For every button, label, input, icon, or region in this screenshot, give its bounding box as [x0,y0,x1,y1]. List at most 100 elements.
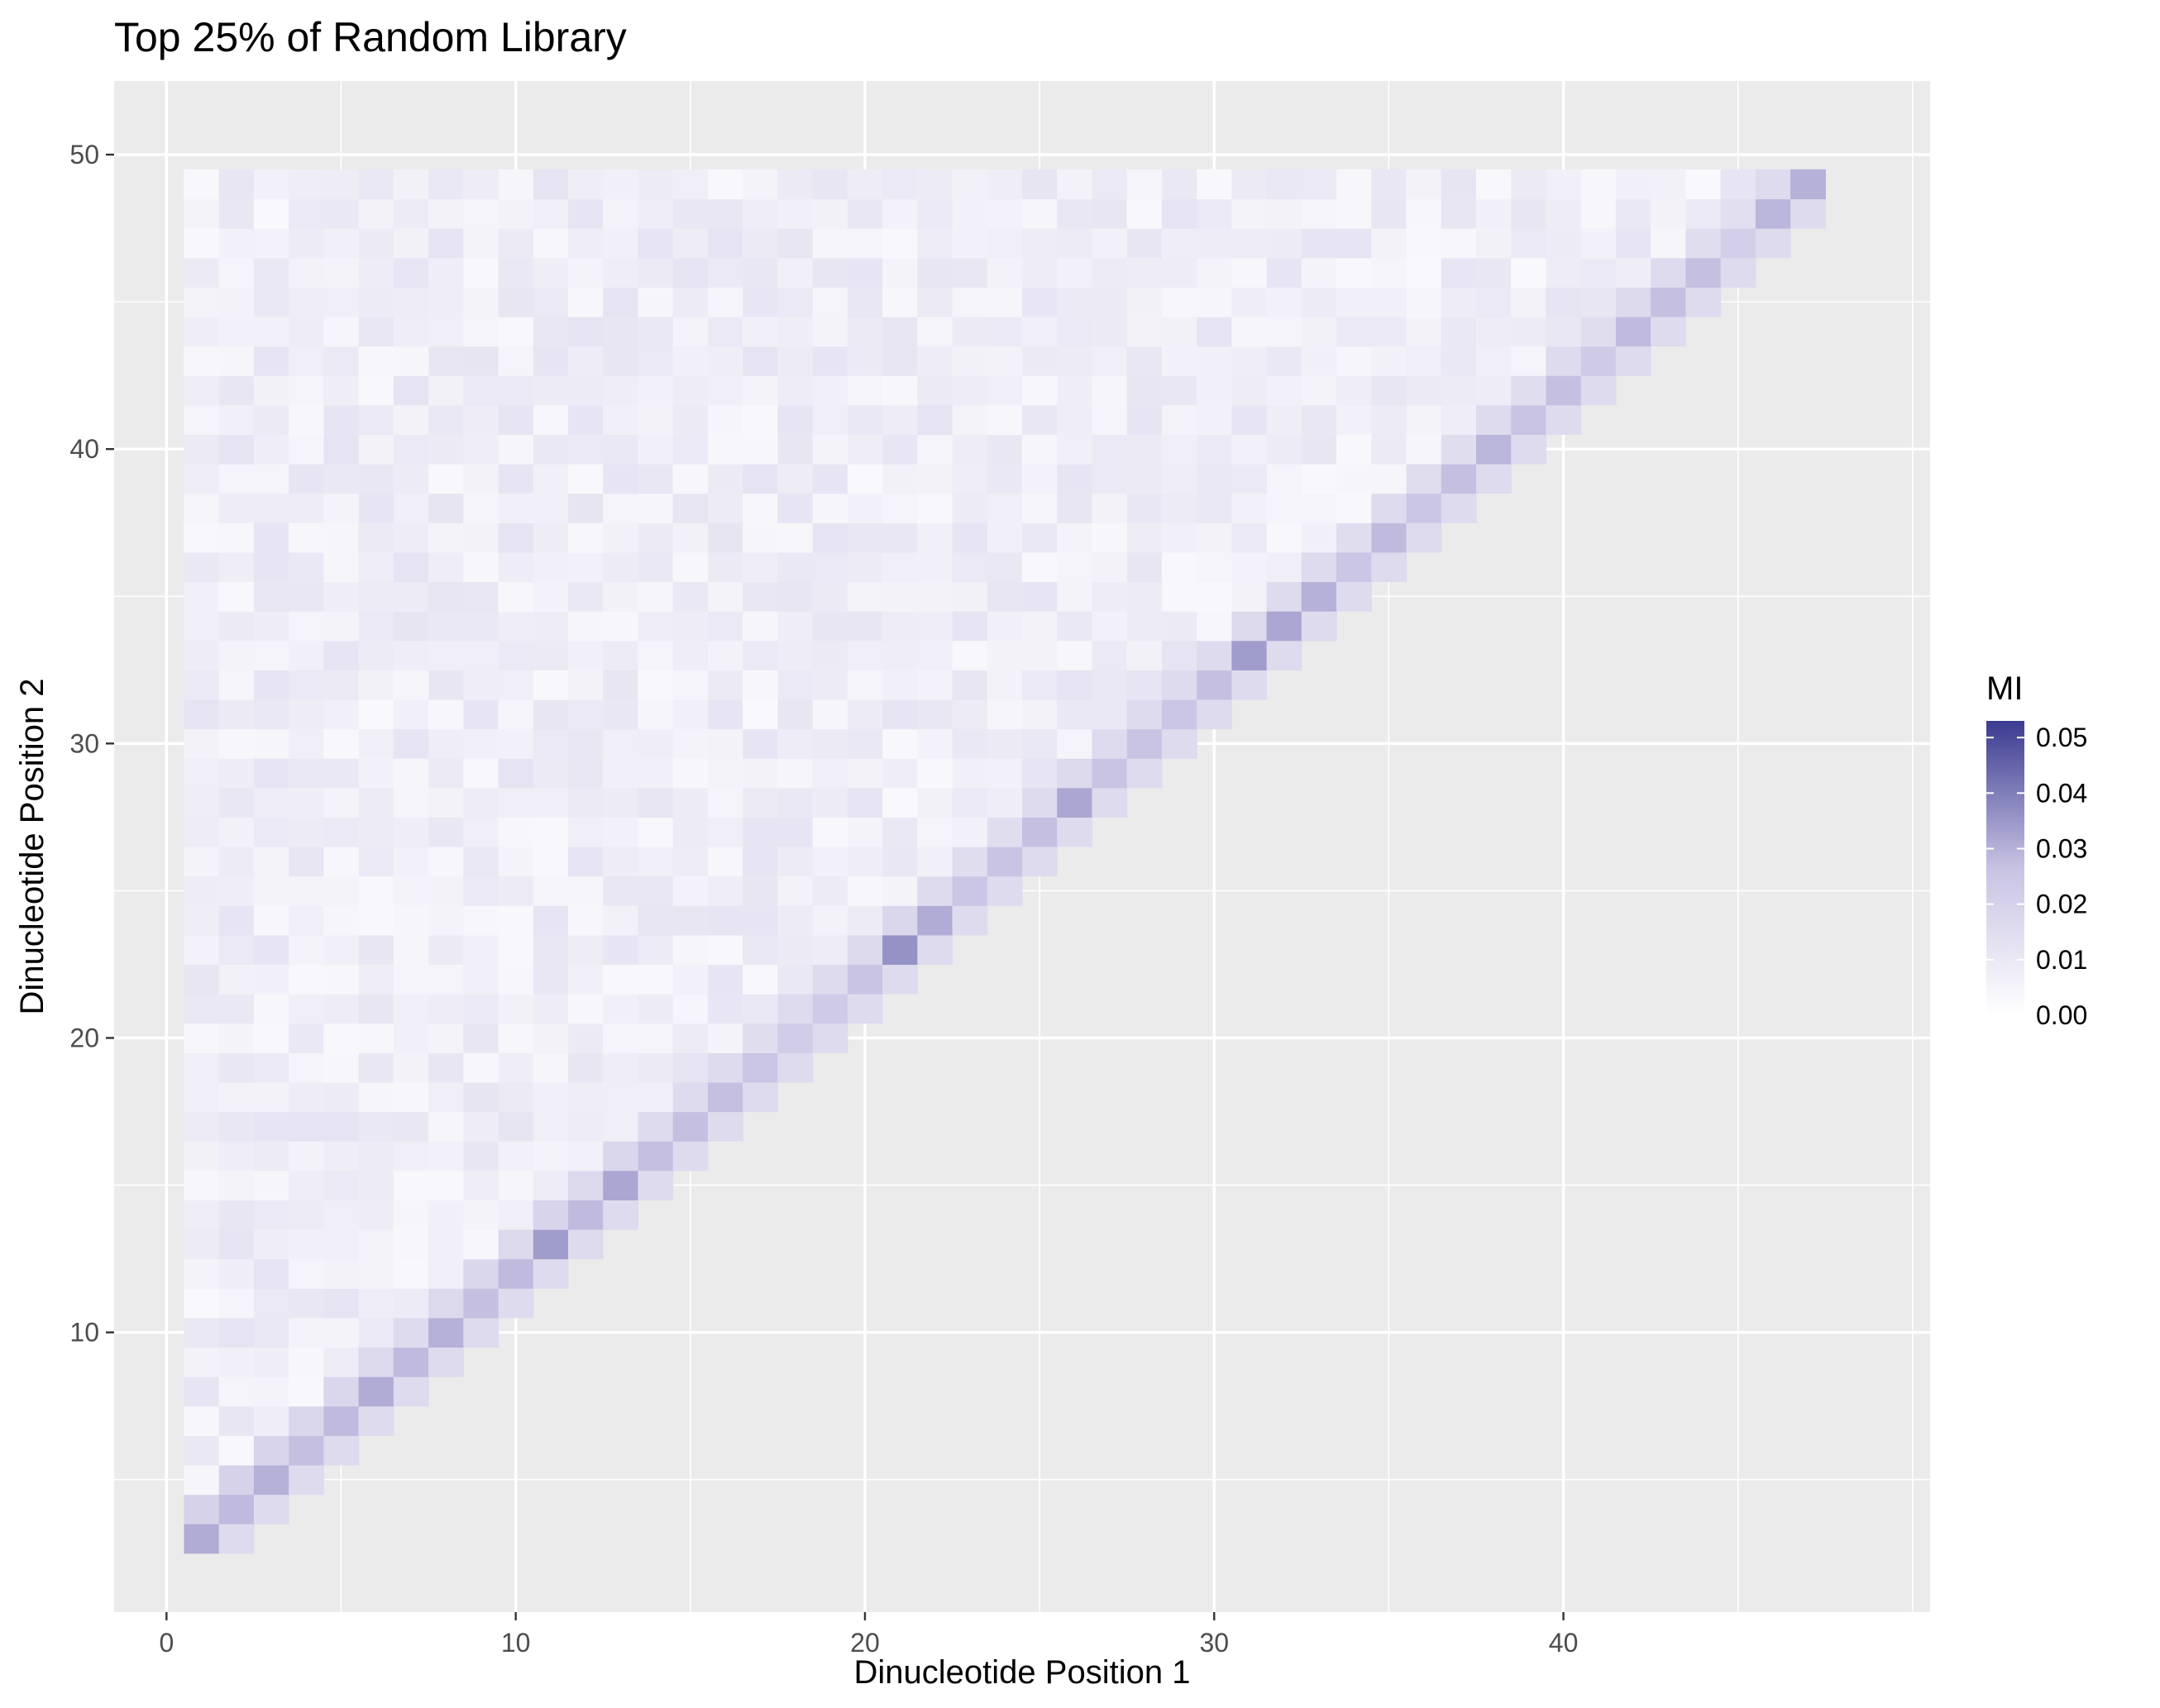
heatmap-cell [568,964,604,995]
heatmap-cell [253,1494,289,1524]
heatmap-cell [917,581,953,612]
heatmap-cell [777,875,814,906]
heatmap-cell [707,758,743,789]
heatmap-cell [253,994,289,1024]
heatmap-cell [428,670,464,700]
heatmap-cell [289,1258,324,1289]
heatmap-cell [393,1258,429,1289]
heatmap-cell [1231,257,1268,288]
legend-tick-label: 0.02 [2036,890,2087,919]
heatmap-cell [638,464,674,494]
heatmap-cell [428,994,464,1024]
heatmap-cell [672,1052,709,1083]
heatmap-cell [1126,434,1163,465]
heatmap-cell [1197,434,1232,465]
heatmap-cell [1301,169,1337,200]
heatmap-cell [952,699,988,730]
heatmap-cell [393,1141,429,1171]
heatmap-cell [1476,198,1512,229]
heatmap-cell [672,611,709,642]
heatmap-cell [463,257,499,288]
heatmap-cell [218,1170,255,1200]
heatmap-cell [812,994,848,1024]
heatmap-cell [1126,464,1163,494]
heatmap-cell [463,640,499,670]
heatmap-cell [1651,257,1686,288]
heatmap-cell [184,1052,220,1083]
heatmap-cell [917,493,953,523]
heatmap-cell [777,670,814,700]
heatmap-cell [882,905,918,936]
heatmap-cell [358,847,394,877]
heatmap-cell [218,228,255,259]
heatmap-cell [987,228,1023,259]
heatmap-cell [1092,581,1128,612]
heatmap-cell [1476,169,1512,200]
heatmap-cell [707,375,743,406]
heatmap-cell [638,1111,674,1142]
heatmap-cell [184,670,220,700]
heatmap-cell [289,1081,324,1113]
heatmap-cell [323,817,360,847]
heatmap-cell [1651,287,1686,317]
heatmap-cell [358,787,394,818]
heatmap-cell [707,640,743,670]
heatmap-cell [184,228,220,259]
heatmap-cell [428,1081,464,1113]
heatmap-cell [1266,434,1302,465]
x-axis-ticks: 0 10 20 30 40 [159,1612,1578,1658]
heatmap-cell [184,875,220,906]
heatmap-cell [1511,257,1547,288]
heatmap-cell [1161,522,1197,553]
heatmap-cell [323,758,360,789]
heatmap-cell [428,640,464,670]
heatmap-cell [1685,169,1722,200]
heatmap-cell [1126,640,1163,670]
heatmap-cell [218,728,255,759]
heatmap-cell [1546,287,1582,317]
heatmap-cell [1161,728,1197,759]
heatmap-cell [498,699,534,730]
legend-tick-label: 0.01 [2036,945,2087,975]
heatmap-cell [568,728,604,759]
y-tick-label: 30 [69,728,99,758]
heatmap-cell [253,1111,289,1142]
heatmap-cell [812,699,848,730]
heatmap-cell [1197,346,1232,376]
heatmap-cell [1441,228,1477,259]
heatmap-cell [1406,464,1442,494]
color-legend: MI 0.00 0.01 0.02 0.03 0.04 0.05 [1986,670,2087,1030]
heatmap-cell [358,287,394,317]
heatmap-cell [1266,316,1302,347]
heatmap-cell [358,1317,394,1348]
heatmap-cell [218,404,255,435]
heatmap-cell [603,375,639,406]
heatmap-cell [638,1081,674,1113]
heatmap-cell [1161,346,1197,376]
heatmap-cell [743,994,778,1024]
heatmap-cell [812,817,848,847]
heatmap-cell [1371,404,1407,435]
heatmap-cell [289,817,324,847]
heatmap-cell [1755,228,1791,259]
heatmap-cell [218,934,255,966]
legend-colorbar [1986,721,2024,1015]
heatmap-cell [1231,640,1268,670]
heatmap-cell [707,934,743,966]
heatmap-cell [463,787,499,818]
heatmap-cell [463,1317,499,1348]
heatmap-cell [672,817,709,847]
heatmap-cell [184,1081,220,1113]
heatmap-cell [1161,434,1197,465]
heatmap-cell [952,434,988,465]
heatmap-cell [253,817,289,847]
heatmap-cell [289,728,324,759]
heatmap-cell [1197,257,1232,288]
heatmap-cell [777,169,814,200]
heatmap-cell [1161,611,1197,642]
heatmap-cell [812,934,848,966]
heatmap-cell [1406,198,1442,229]
heatmap-cell [184,728,220,759]
heatmap-cell [952,847,988,877]
heatmap-cell [323,964,360,995]
